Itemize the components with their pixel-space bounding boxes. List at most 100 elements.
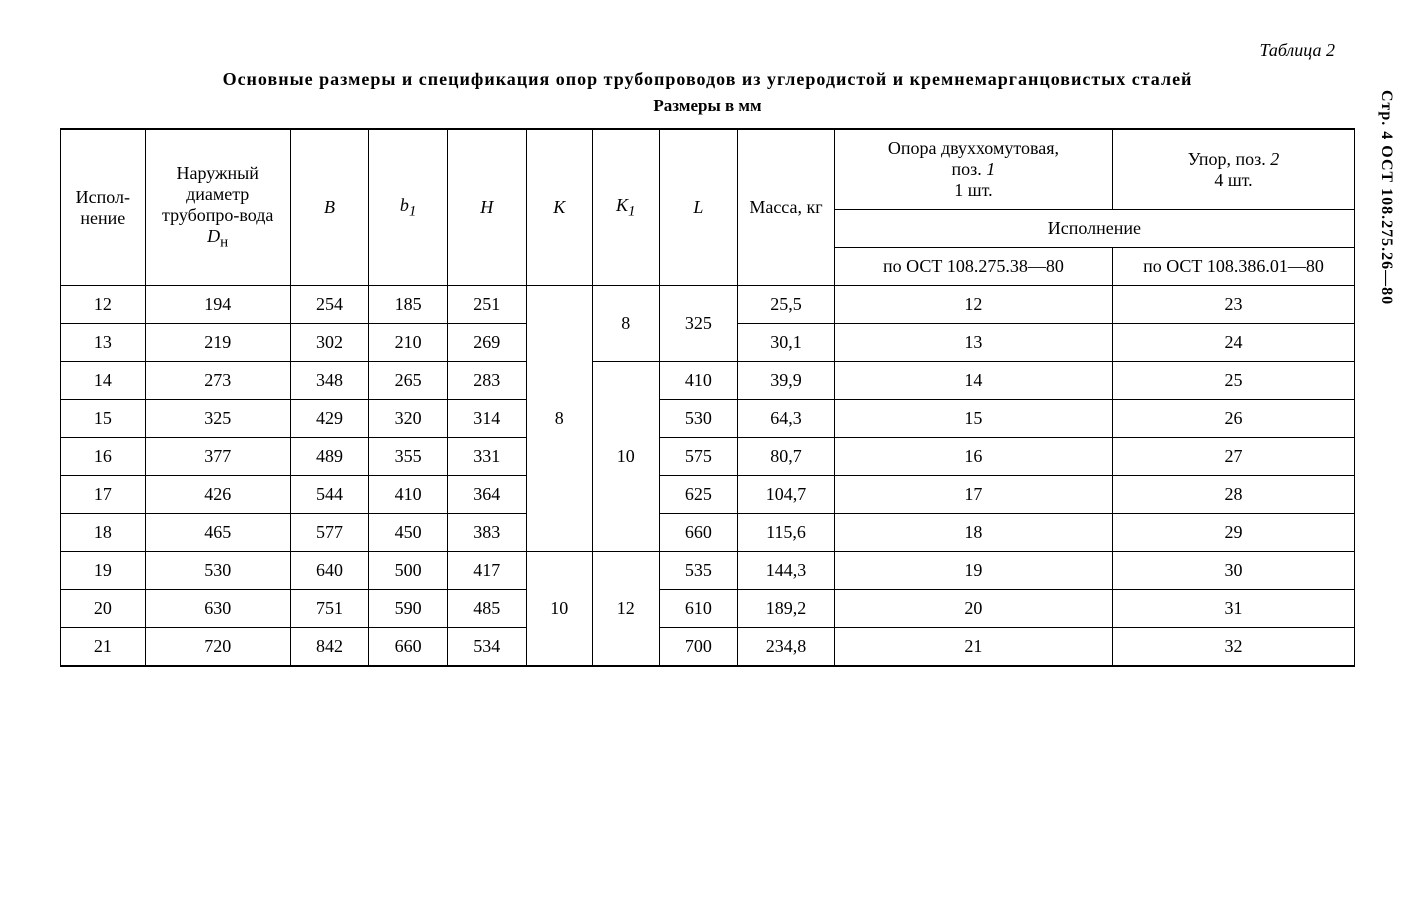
cell-l: 625 xyxy=(659,476,738,514)
cell-upor: 29 xyxy=(1113,514,1355,552)
cell-l: 660 xyxy=(659,514,738,552)
cell-mass: 115,6 xyxy=(738,514,835,552)
cell-l: 700 xyxy=(659,628,738,667)
cell-h: 383 xyxy=(447,514,526,552)
header-opora: Опора двуххомутовая,поз. 11 шт. xyxy=(834,129,1112,210)
header-k1: K1 xyxy=(593,129,660,286)
cell-dn: 219 xyxy=(145,324,290,362)
header-diameter: Наружный диаметр трубопро-вода Dн xyxy=(145,129,290,286)
cell-opora: 12 xyxy=(834,286,1112,324)
cell-k-merged: 10 xyxy=(526,552,593,667)
cell-h: 364 xyxy=(447,476,526,514)
header-ispolnenie-sub: Исполнение xyxy=(834,210,1354,248)
cell-k1-merged: 8 xyxy=(593,286,660,362)
cell-mass: 80,7 xyxy=(738,438,835,476)
table-row: 15 325 429 320 314 530 64,3 15 26 xyxy=(61,400,1355,438)
cell-upor: 25 xyxy=(1113,362,1355,400)
table-row: 14 273 348 265 283 10 410 39,9 14 25 xyxy=(61,362,1355,400)
cell-dn: 325 xyxy=(145,400,290,438)
cell-ispol: 16 xyxy=(61,438,146,476)
cell-b1: 185 xyxy=(369,286,448,324)
cell-b1: 500 xyxy=(369,552,448,590)
cell-b1: 410 xyxy=(369,476,448,514)
cell-upor: 32 xyxy=(1113,628,1355,667)
cell-b: 544 xyxy=(290,476,369,514)
cell-b1: 265 xyxy=(369,362,448,400)
cell-upor: 26 xyxy=(1113,400,1355,438)
cell-mass: 30,1 xyxy=(738,324,835,362)
cell-upor: 28 xyxy=(1113,476,1355,514)
cell-b1: 320 xyxy=(369,400,448,438)
table-title: Основные размеры и спецификация опор тру… xyxy=(60,69,1355,90)
cell-opora: 16 xyxy=(834,438,1112,476)
cell-b1: 355 xyxy=(369,438,448,476)
cell-upor: 31 xyxy=(1113,590,1355,628)
cell-b: 302 xyxy=(290,324,369,362)
cell-l: 610 xyxy=(659,590,738,628)
table-subtitle: Размеры в мм xyxy=(60,96,1355,116)
cell-h: 331 xyxy=(447,438,526,476)
cell-opora: 21 xyxy=(834,628,1112,667)
table-row: 19 530 640 500 417 10 12 535 144,3 19 30 xyxy=(61,552,1355,590)
cell-dn: 630 xyxy=(145,590,290,628)
cell-opora: 15 xyxy=(834,400,1112,438)
cell-h: 251 xyxy=(447,286,526,324)
cell-h: 314 xyxy=(447,400,526,438)
header-ost-2: по ОСТ 108.386.01—80 xyxy=(1113,248,1355,286)
cell-h: 534 xyxy=(447,628,526,667)
cell-ispol: 15 xyxy=(61,400,146,438)
cell-ispol: 21 xyxy=(61,628,146,667)
cell-opora: 20 xyxy=(834,590,1112,628)
cell-b: 842 xyxy=(290,628,369,667)
header-l: L xyxy=(659,129,738,286)
cell-upor: 30 xyxy=(1113,552,1355,590)
cell-upor: 27 xyxy=(1113,438,1355,476)
table-row: 16 377 489 355 331 575 80,7 16 27 xyxy=(61,438,1355,476)
cell-dn: 530 xyxy=(145,552,290,590)
cell-b: 254 xyxy=(290,286,369,324)
table-row: 17 426 544 410 364 625 104,7 17 28 xyxy=(61,476,1355,514)
cell-dn: 194 xyxy=(145,286,290,324)
cell-l: 575 xyxy=(659,438,738,476)
cell-dn: 720 xyxy=(145,628,290,667)
header-h: H xyxy=(447,129,526,286)
cell-h: 269 xyxy=(447,324,526,362)
cell-k-merged: 8 xyxy=(526,286,593,552)
header-k: K xyxy=(526,129,593,286)
cell-b: 577 xyxy=(290,514,369,552)
table-row: 12 194 254 185 251 8 8 325 25,5 12 23 xyxy=(61,286,1355,324)
cell-b: 429 xyxy=(290,400,369,438)
cell-opora: 14 xyxy=(834,362,1112,400)
table-row: 18 465 577 450 383 660 115,6 18 29 xyxy=(61,514,1355,552)
table-row: 21 720 842 660 534 700 234,8 21 32 xyxy=(61,628,1355,667)
cell-mass: 104,7 xyxy=(738,476,835,514)
cell-ispol: 19 xyxy=(61,552,146,590)
cell-mass: 64,3 xyxy=(738,400,835,438)
cell-ispol: 12 xyxy=(61,286,146,324)
cell-b: 489 xyxy=(290,438,369,476)
cell-l-merged: 325 xyxy=(659,286,738,362)
cell-ispol: 13 xyxy=(61,324,146,362)
cell-opora: 17 xyxy=(834,476,1112,514)
header-mass: Масса, кг xyxy=(738,129,835,286)
cell-upor: 23 xyxy=(1113,286,1355,324)
cell-ispol: 20 xyxy=(61,590,146,628)
cell-h: 417 xyxy=(447,552,526,590)
cell-dn: 426 xyxy=(145,476,290,514)
cell-l: 530 xyxy=(659,400,738,438)
cell-k1-merged: 12 xyxy=(593,552,660,667)
cell-dn: 377 xyxy=(145,438,290,476)
cell-l: 410 xyxy=(659,362,738,400)
header-ost-1: по ОСТ 108.275.38—80 xyxy=(834,248,1112,286)
cell-mass: 39,9 xyxy=(738,362,835,400)
header-ispolnenie: Испол-нение xyxy=(61,129,146,286)
cell-l: 535 xyxy=(659,552,738,590)
data-table: Испол-нение Наружный диаметр трубопро-во… xyxy=(60,128,1355,667)
table-body: 12 194 254 185 251 8 8 325 25,5 12 23 13… xyxy=(61,286,1355,667)
table-row: 20 630 751 590 485 610 189,2 20 31 xyxy=(61,590,1355,628)
side-page-label: Стр. 4 ОСТ 108.275.26—80 xyxy=(1377,90,1395,305)
header-upor: Упор, поз. 24 шт. xyxy=(1113,129,1355,210)
cell-h: 485 xyxy=(447,590,526,628)
cell-mass: 234,8 xyxy=(738,628,835,667)
cell-opora: 18 xyxy=(834,514,1112,552)
